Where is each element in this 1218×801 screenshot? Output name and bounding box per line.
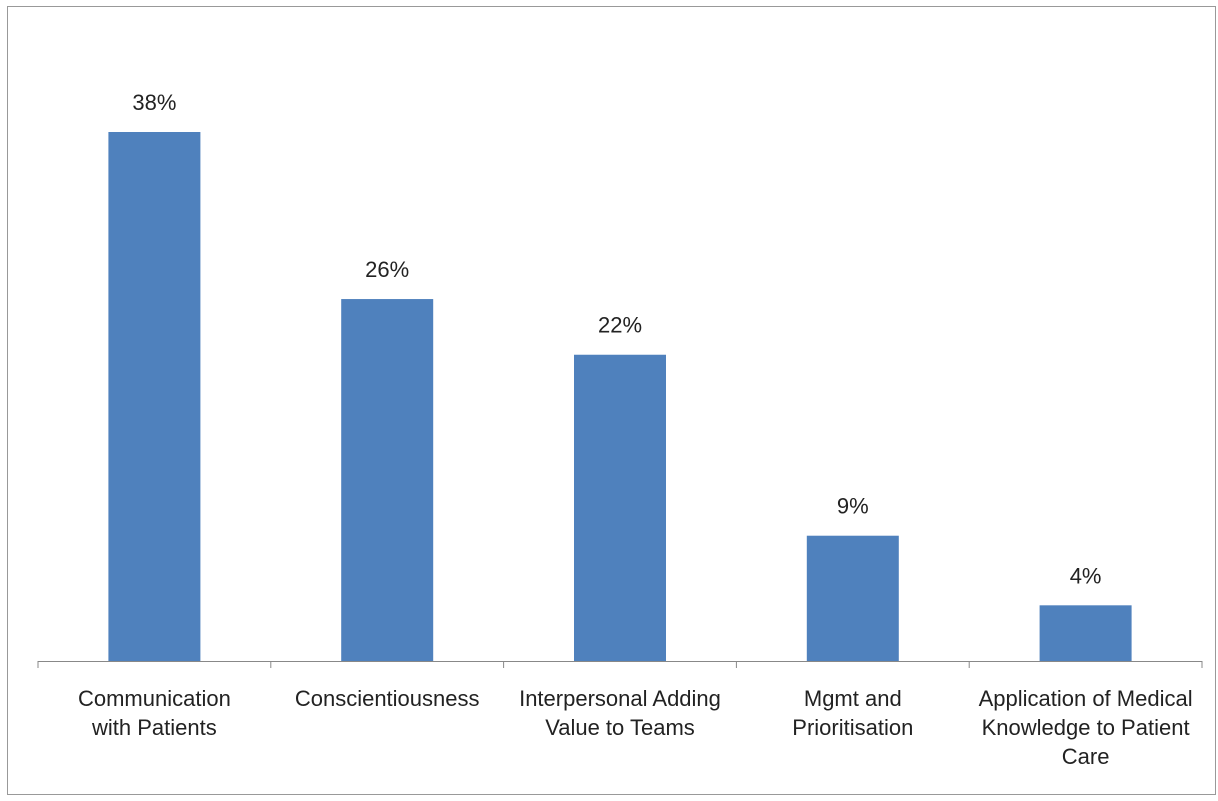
data-label: 26% xyxy=(365,257,409,282)
x-tick-label: Conscientiousness xyxy=(294,686,480,711)
bar xyxy=(341,299,434,661)
data-label: 22% xyxy=(598,313,642,338)
x-tick-label: Communication with Patients xyxy=(77,686,231,740)
data-label: 38% xyxy=(132,90,176,115)
x-tick-label: Application of Medical Knowledge to Pati… xyxy=(978,686,1193,769)
bar xyxy=(806,535,899,661)
bar xyxy=(1039,605,1132,661)
x-tick-label: Mgmt and Prioritisation xyxy=(792,686,914,740)
data-label: 9% xyxy=(837,494,869,519)
x-tick-label: Interpersonal Adding Value to Teams xyxy=(519,686,721,740)
bar xyxy=(574,354,666,661)
data-label: 4% xyxy=(1070,563,1102,588)
bar xyxy=(108,132,201,661)
